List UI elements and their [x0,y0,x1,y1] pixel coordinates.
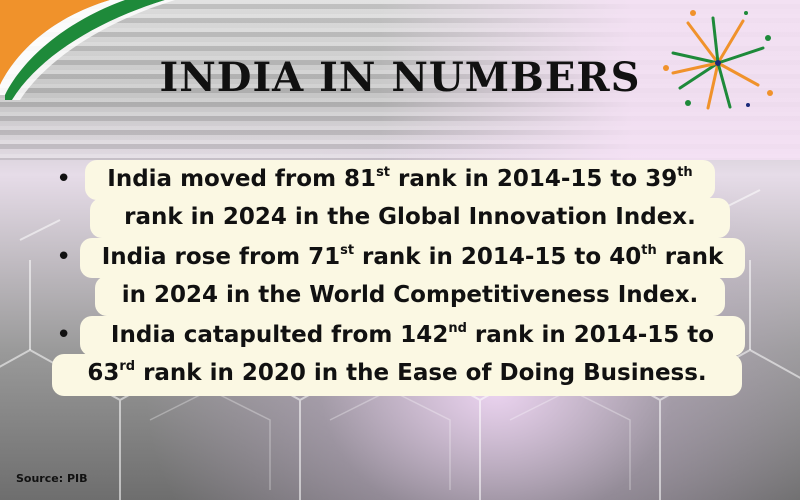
green-band [5,0,165,100]
bullet-1-line-2: rank in 2024 in the Global Innovation In… [90,198,730,238]
source-credit: Source: PIB [16,472,88,485]
bullet-2-line-1: India rose from 71st rank in 2014-15 to … [80,238,745,278]
bullet-icon: • [56,164,72,194]
bullet-icon: • [56,320,72,350]
bullet-1-line-1: India moved from 81st rank in 2014-15 to… [85,160,715,200]
tricolor-ribbon [0,0,175,100]
background-glow [380,0,800,160]
bullet-2-line-2: in 2024 in the World Competitiveness Ind… [95,276,725,316]
bullet-3-line-1: India catapulted from 142nd rank in 2014… [80,316,745,356]
page-title: INDIA IN NUMBERS [159,54,641,101]
fireworks-icon [663,10,773,110]
saffron-band [0,0,110,85]
bullet-3-line-2: 63rd rank in 2020 in the Ease of Doing B… [52,354,742,396]
bullet-icon: • [56,242,72,272]
